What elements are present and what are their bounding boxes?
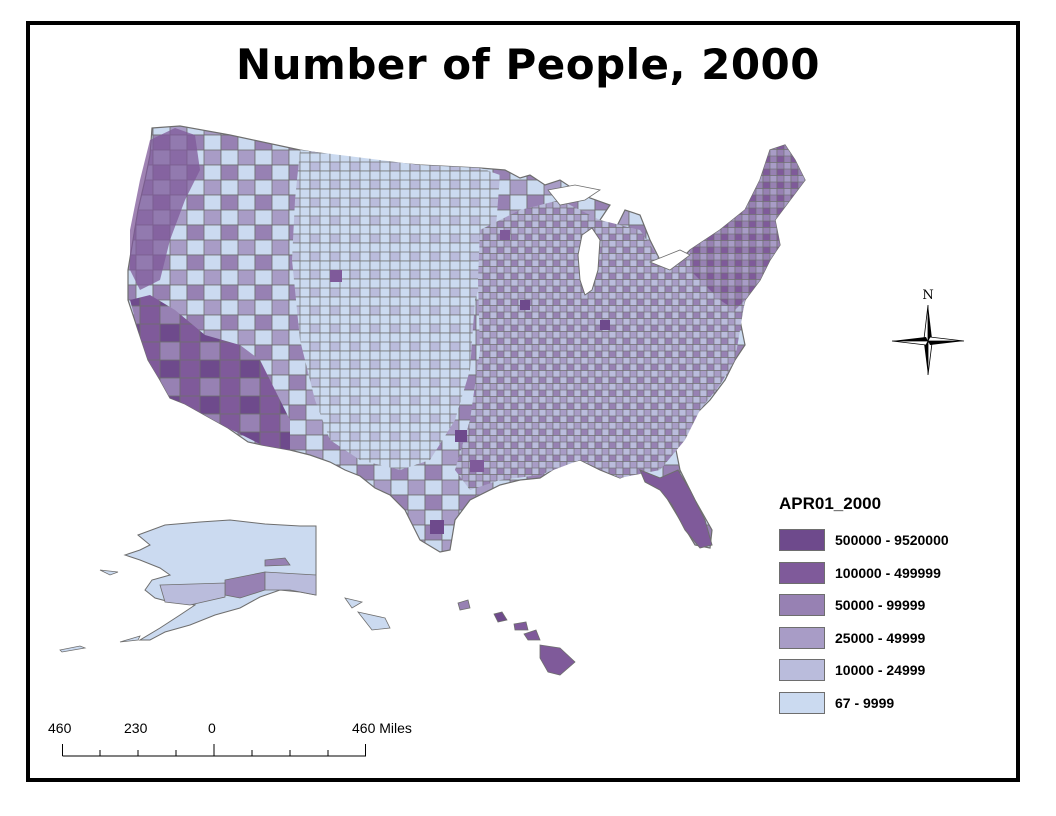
scale-label-460-miles: 460 Miles	[352, 720, 412, 736]
legend-row: 100000 - 499999	[779, 557, 949, 590]
legend-swatch	[779, 594, 825, 617]
legend-row: 50000 - 99999	[779, 589, 949, 622]
scale-bar: 460 230 0 460 Miles	[48, 720, 468, 757]
legend-row: 67 - 9999	[779, 687, 949, 720]
north-label: N	[922, 288, 933, 303]
legend-label: 10000 - 24999	[835, 662, 926, 679]
legend: APR01_2000 500000 - 9520000 100000 - 499…	[779, 494, 949, 719]
legend-label: 100000 - 499999	[835, 564, 941, 581]
scale-label-460-left: 460	[48, 720, 72, 736]
legend-swatch	[779, 626, 825, 649]
legend-row: 25000 - 49999	[779, 622, 949, 655]
hawaii	[344, 597, 576, 676]
legend-swatch	[779, 561, 825, 584]
contiguous-us	[127, 125, 806, 553]
map-title: Number of People, 2000	[236, 40, 820, 89]
legend-swatch	[779, 691, 825, 714]
legend-label: 67 - 9999	[835, 694, 895, 711]
alaska	[59, 519, 317, 653]
scale-label-0: 0	[208, 720, 216, 736]
legend-title: APR01_2000	[779, 494, 882, 513]
legend-swatch	[779, 529, 825, 552]
legend-row: 500000 - 9520000	[779, 524, 949, 557]
legend-swatch	[779, 659, 825, 682]
legend-row: 10000 - 24999	[779, 654, 949, 687]
scale-label-230: 230	[124, 720, 148, 736]
legend-label: 25000 - 49999	[835, 629, 926, 646]
legend-label: 50000 - 99999	[835, 597, 926, 614]
legend-label: 500000 - 9520000	[835, 532, 949, 549]
scale-bar-ticks	[62, 744, 366, 757]
north-arrow: N	[890, 285, 966, 382]
